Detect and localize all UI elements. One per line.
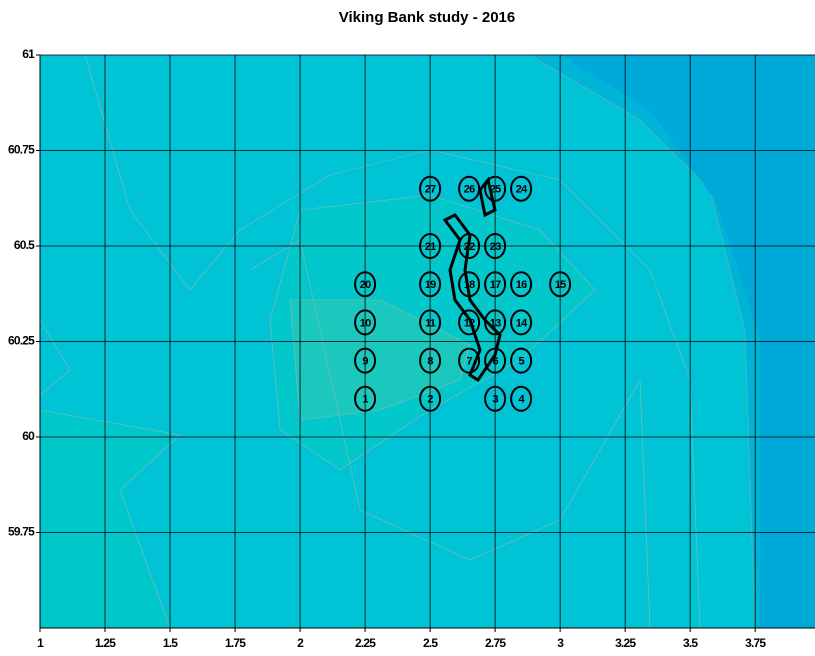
contour-line (39, 319, 71, 396)
station-label: 15 (555, 279, 566, 291)
y-tick-label: 61 (22, 47, 35, 61)
contour-deepest (560, 55, 815, 628)
station-marker (354, 385, 377, 412)
station-marker (484, 175, 507, 202)
station-marker (510, 385, 533, 412)
station-marker (510, 347, 533, 374)
x-tick-label: 1.75 (225, 636, 246, 650)
station-marker (419, 385, 442, 412)
station-label: 6 (492, 356, 498, 368)
station-label: 14 (516, 317, 528, 329)
station-label: 12 (464, 317, 475, 329)
station-marker (354, 347, 377, 374)
station-marker (419, 271, 442, 298)
station-marker (419, 347, 442, 374)
station-label: 8 (427, 356, 433, 368)
x-tick-label: 2.5 (423, 636, 438, 650)
station-marker (549, 271, 572, 298)
y-tick-label: 60 (22, 429, 35, 443)
x-tick-label: 3.5 (683, 636, 698, 650)
station-label: 4 (518, 394, 525, 406)
station-label: 18 (464, 279, 475, 291)
station-label: 23 (490, 241, 501, 253)
station-marker (484, 233, 507, 259)
station-label: 22 (464, 241, 475, 253)
station-label: 13 (490, 317, 501, 329)
station-marker (419, 309, 442, 336)
station-marker (458, 271, 481, 298)
x-tick-label: 3.75 (745, 636, 766, 650)
station-marker (510, 271, 533, 298)
station-label: 20 (360, 279, 371, 291)
station-label: 1 (362, 394, 368, 406)
x-tick-label: 2.75 (485, 636, 506, 650)
station-label: 9 (362, 356, 368, 368)
y-tick-label: 60.5 (14, 238, 35, 252)
x-tick-label: 1 (37, 636, 44, 650)
station-marker (510, 175, 533, 202)
x-tick-label: 3 (557, 636, 564, 650)
x-tick-label: 1.5 (163, 636, 178, 650)
station-marker (419, 175, 442, 202)
station-label: 3 (492, 394, 498, 406)
station-marker (419, 233, 442, 259)
station-label: 5 (518, 356, 524, 368)
station-label: 25 (490, 184, 501, 196)
station-label: 16 (516, 279, 527, 291)
x-tick-label: 2.25 (355, 636, 376, 650)
station-marker (354, 271, 377, 298)
station-marker (458, 309, 481, 336)
station-label: 19 (425, 279, 436, 291)
station-label: 26 (464, 184, 475, 196)
station-marker (458, 347, 481, 374)
y-tick-label: 59.75 (8, 525, 35, 539)
y-tick-label: 60.75 (8, 143, 35, 157)
station-marker (510, 309, 533, 336)
y-tick-label: 60.25 (8, 334, 35, 348)
station-marker (458, 175, 481, 202)
station-label: 10 (360, 317, 371, 329)
station-label: 11 (425, 317, 436, 329)
station-marker (484, 385, 507, 412)
station-marker (484, 309, 507, 336)
station-label: 2 (427, 394, 433, 406)
station-marker (354, 309, 377, 336)
station-label: 17 (490, 279, 501, 291)
station-marker (458, 233, 481, 259)
station-label: 24 (516, 184, 528, 196)
x-tick-label: 1.25 (95, 636, 116, 650)
chart-title: Viking Bank study - 2016 (339, 9, 515, 26)
x-tick-label: 3.25 (615, 636, 636, 650)
station-marker (484, 347, 507, 374)
station-label: 7 (466, 356, 472, 368)
x-tick-label: 2 (297, 636, 304, 650)
contour-line (84, 54, 701, 629)
station-label: 27 (425, 184, 436, 196)
station-marker (484, 271, 507, 298)
station-label: 21 (425, 241, 436, 253)
